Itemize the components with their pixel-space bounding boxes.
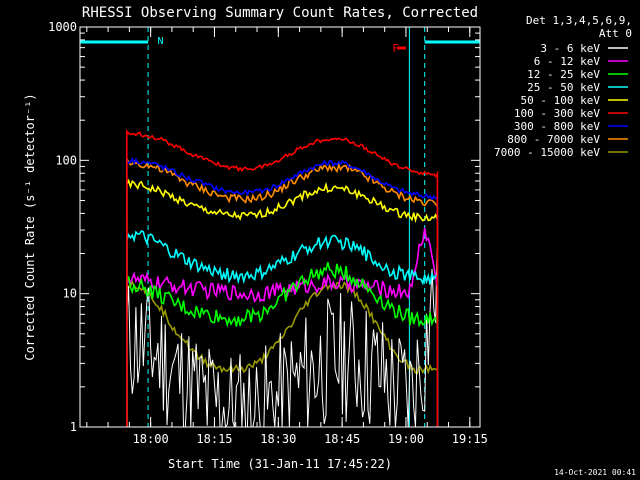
legend-label-2: 12 - 25 keV [527,68,600,81]
legend-label-4: 50 - 100 keV [521,94,601,107]
x-tick-label-3: 18:45 [324,432,360,446]
plot-axes: 1 10 100 1000 18:00 18:15 18:30 18:45 19:00 19:15 [48,20,488,446]
legend-label-1: 6 - 12 keV [534,55,601,68]
y-axis-label: Corrected Count Rate (s⁻¹ detector⁻¹) [23,93,37,360]
x-tick-label-5: 19:15 [452,432,488,446]
series-line-4 [126,178,439,427]
plot-timestamp: 14-Oct-2021 00:41 [554,468,636,477]
flare-label: F [392,42,399,55]
x-tick-label-0: 18:00 [133,432,169,446]
series-line-3 [126,230,439,427]
legend-detectors: Det 1,3,4,5,6,9, [526,14,632,27]
legend-label-5: 100 - 300 keV [514,107,600,120]
x-tick-label-2: 18:30 [260,432,296,446]
y-tick-label-0: 1 [70,420,77,434]
series-line-5 [126,129,439,427]
x-tick-label-1: 18:15 [196,432,232,446]
legend-label-7: 800 - 7000 keV [507,133,600,146]
y-tick-label-1: 10 [63,287,77,301]
legend-label-8: 7000 - 15000 keV [494,146,600,159]
night-label: N [157,36,163,47]
series-line-6 [126,156,439,427]
y-tick-label-2: 100 [55,153,77,167]
legend-label-6: 300 - 800 keV [514,120,600,133]
series-line-2 [126,262,439,427]
legend-label-3: 25 - 50 keV [527,81,600,94]
x-axis-label: Start Time (31-Jan-11 17:45:22) [168,457,392,471]
chart-title: RHESSI Observing Summary Count Rates, Co… [82,5,478,21]
y-tick-label-3: 1000 [48,20,77,34]
legend-label-0: 3 - 6 keV [540,42,600,55]
series-layer [126,129,439,429]
series-line-8 [126,280,439,427]
night-flare-markers: NF [80,27,481,427]
plot-frame [79,26,481,428]
x-tick-label-4: 19:00 [388,432,424,446]
legend-attenuator: Att 0 [599,27,632,40]
